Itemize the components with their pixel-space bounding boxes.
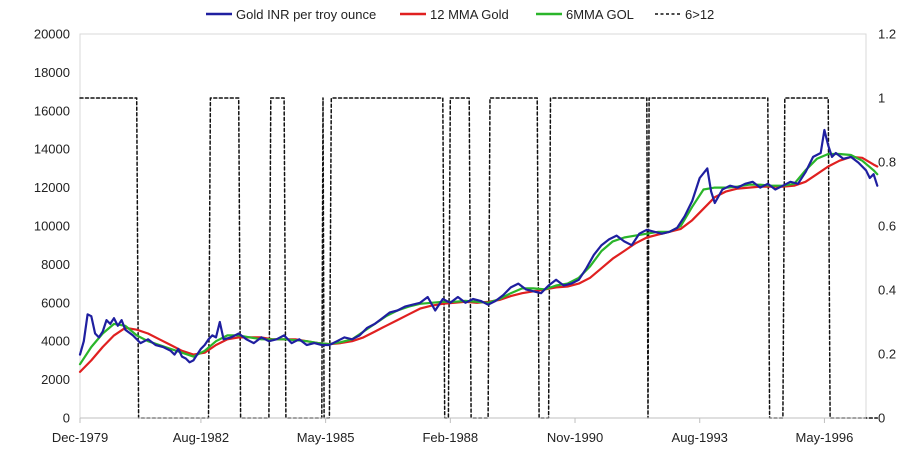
y2-tick-label: 0.6 bbox=[878, 219, 896, 234]
x-tick-label: May-1985 bbox=[297, 430, 355, 445]
y2-tick-label: 0.4 bbox=[878, 283, 896, 298]
series-line-1 bbox=[78, 155, 879, 373]
series-layer bbox=[78, 97, 879, 419]
plot-frame bbox=[79, 33, 867, 419]
y-tick-label: 12000 bbox=[34, 180, 70, 195]
y-tick-label: 4000 bbox=[41, 334, 70, 349]
legend-label: 6>12 bbox=[685, 7, 714, 22]
x-tick-label: Aug-1993 bbox=[672, 430, 728, 445]
y-tick-label: 18000 bbox=[34, 65, 70, 80]
y-tick-label: 2000 bbox=[41, 372, 70, 387]
y2-tick-label: 1 bbox=[878, 91, 885, 106]
legend-label: 6MMA GOL bbox=[566, 7, 634, 22]
x-tick-label: Dec-1979 bbox=[52, 430, 108, 445]
series-line-3 bbox=[79, 97, 879, 419]
x-axis: Dec-1979 Aug-1982 May-1985 Feb-1988 Nov-1990… bbox=[52, 417, 866, 445]
x-tick-label: May-1996 bbox=[796, 430, 854, 445]
y2-tick-label: 0.2 bbox=[878, 347, 896, 362]
plot-area-border bbox=[79, 33, 867, 419]
right-y-axis: 0 0.2 0.4 0.6 0.8 1 1.2 bbox=[878, 27, 896, 426]
y-tick-label: 0 bbox=[63, 411, 70, 426]
y-tick-label: 16000 bbox=[34, 103, 70, 118]
left-y-axis: 0 2000 4000 6000 8000 10000 12000 14000 16000 180… bbox=[34, 27, 70, 426]
legend-label: Gold INR per troy ounce bbox=[236, 7, 376, 22]
y-tick-label: 14000 bbox=[34, 142, 70, 157]
legend: Gold INR per troy ounce 12 MMA Gold 6MMA G… bbox=[206, 7, 714, 22]
y2-tick-label: 0.8 bbox=[878, 155, 896, 170]
y-tick-label: 6000 bbox=[41, 295, 70, 310]
y2-tick-label: 0 bbox=[878, 411, 885, 426]
series-line-0 bbox=[78, 128, 879, 364]
x-tick-label: Feb-1988 bbox=[422, 430, 478, 445]
y-tick-label: 8000 bbox=[41, 257, 70, 272]
y-tick-label: 10000 bbox=[34, 219, 70, 234]
x-tick-label: Aug-1982 bbox=[173, 430, 229, 445]
y2-tick-label: 1.2 bbox=[878, 27, 896, 42]
x-tick-label: Nov-1990 bbox=[547, 430, 603, 445]
y-tick-label: 20000 bbox=[34, 27, 70, 42]
legend-label: 12 MMA Gold bbox=[430, 7, 509, 22]
